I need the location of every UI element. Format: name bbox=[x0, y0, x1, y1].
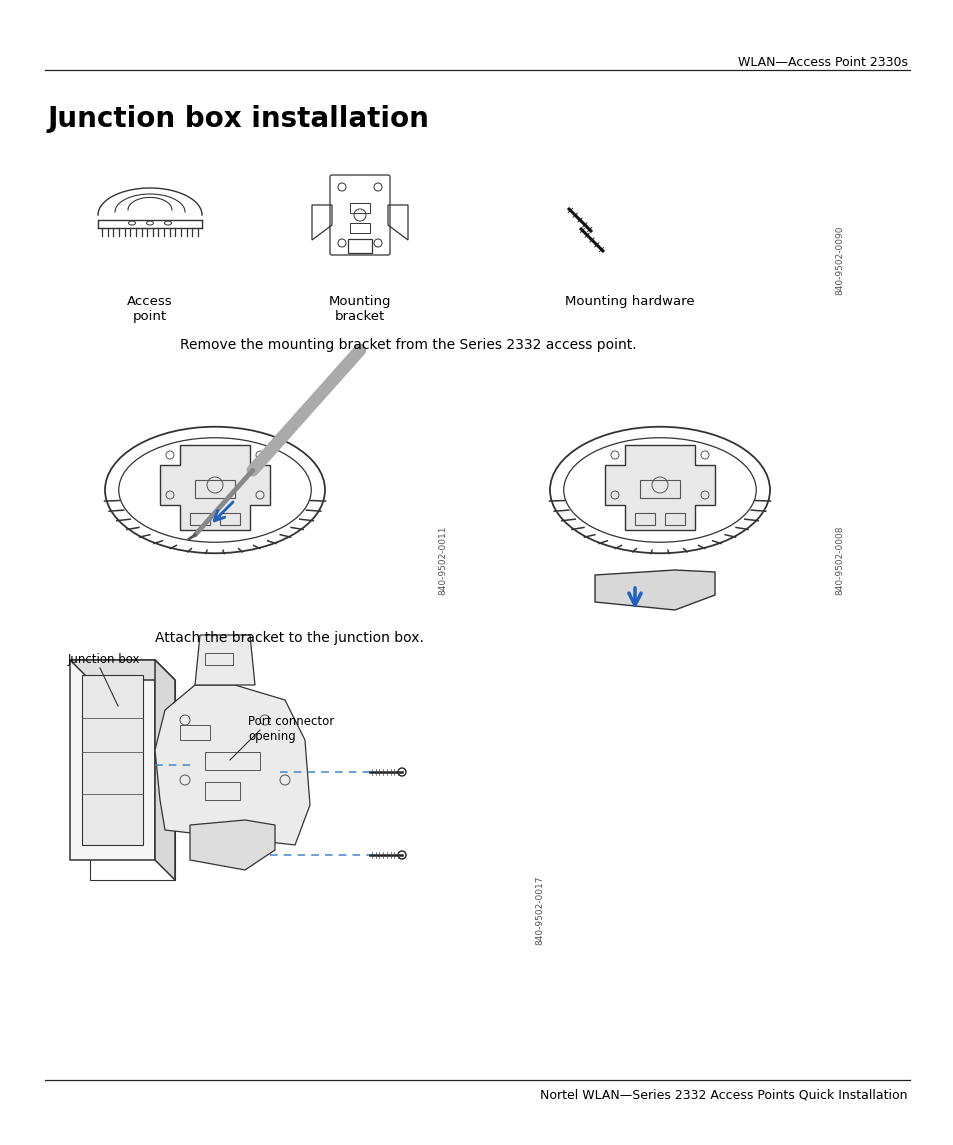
Polygon shape bbox=[154, 685, 310, 845]
Text: Mounting
bracket: Mounting bracket bbox=[329, 295, 391, 323]
Bar bbox=[639, 480, 679, 498]
Text: Access
point: Access point bbox=[127, 295, 172, 323]
Polygon shape bbox=[70, 660, 174, 680]
Text: 840-9502-0090: 840-9502-0090 bbox=[835, 226, 843, 294]
Bar bbox=[194, 480, 234, 498]
Bar bbox=[348, 239, 372, 253]
Bar bbox=[350, 203, 370, 213]
Bar bbox=[635, 513, 655, 526]
Text: Remove the mounting bracket from the Series 2332 access point.: Remove the mounting bracket from the Ser… bbox=[180, 338, 636, 352]
Bar bbox=[82, 676, 143, 845]
Bar bbox=[350, 223, 370, 232]
Text: Junction box installation: Junction box installation bbox=[48, 105, 430, 133]
Text: 840-9502-0008: 840-9502-0008 bbox=[835, 526, 843, 594]
Bar bbox=[90, 680, 174, 881]
Polygon shape bbox=[595, 570, 714, 610]
Polygon shape bbox=[604, 445, 714, 530]
Text: Mounting hardware: Mounting hardware bbox=[564, 295, 694, 308]
Polygon shape bbox=[160, 445, 270, 530]
Text: Junction box: Junction box bbox=[68, 654, 140, 666]
Polygon shape bbox=[190, 820, 274, 870]
Text: Port connector
opening: Port connector opening bbox=[248, 714, 334, 743]
Bar bbox=[205, 782, 240, 800]
Text: 840-9502-0011: 840-9502-0011 bbox=[438, 526, 447, 594]
Polygon shape bbox=[154, 660, 174, 881]
Text: WLAN—Access Point 2330s: WLAN—Access Point 2330s bbox=[738, 55, 907, 69]
Bar bbox=[205, 653, 233, 665]
Bar bbox=[664, 513, 684, 526]
Bar bbox=[190, 513, 210, 526]
Text: 840-9502-0017: 840-9502-0017 bbox=[535, 875, 544, 945]
Bar bbox=[220, 513, 240, 526]
Bar bbox=[70, 660, 154, 860]
Bar bbox=[205, 752, 260, 769]
Polygon shape bbox=[194, 635, 254, 685]
Text: Nortel WLAN—Series 2332 Access Points Quick Installation: Nortel WLAN—Series 2332 Access Points Qu… bbox=[540, 1089, 907, 1101]
Text: Attach the bracket to the junction box.: Attach the bracket to the junction box. bbox=[154, 631, 423, 645]
Bar bbox=[180, 725, 210, 740]
